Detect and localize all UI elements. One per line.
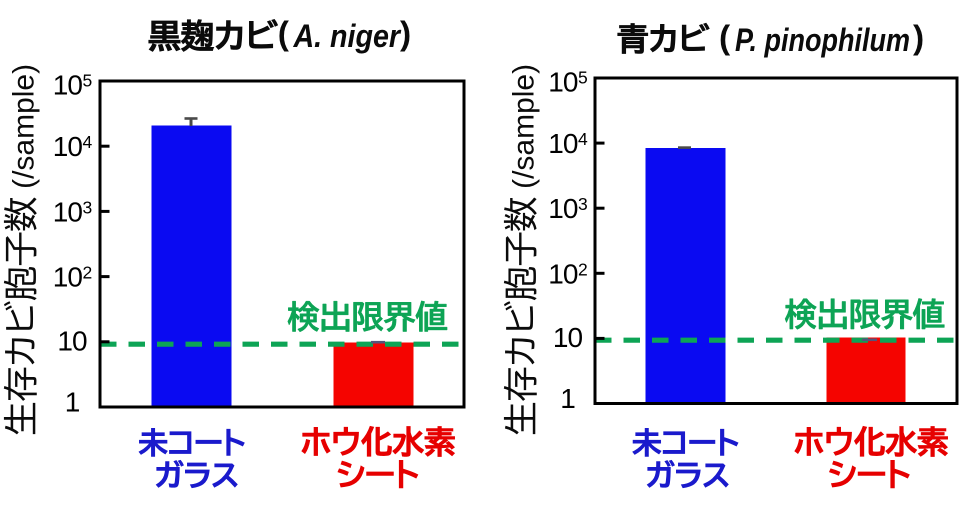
svg-text:A. niger: A. niger xyxy=(293,18,402,54)
svg-text:(: ( xyxy=(719,20,731,57)
svg-text:): ) xyxy=(913,20,924,57)
svg-text:102: 102 xyxy=(548,258,587,289)
svg-text:): ) xyxy=(400,16,411,53)
svg-text:10: 10 xyxy=(57,325,87,356)
svg-text:1: 1 xyxy=(560,383,575,414)
svg-text:1: 1 xyxy=(65,387,80,418)
svg-text:(/sample): (/sample) xyxy=(8,64,41,189)
svg-text:P. pinophilum: P. pinophilum xyxy=(735,22,910,58)
svg-text:(: ( xyxy=(278,16,290,53)
svg-text:10: 10 xyxy=(553,322,583,353)
svg-text:(/sample): (/sample) xyxy=(508,64,541,189)
